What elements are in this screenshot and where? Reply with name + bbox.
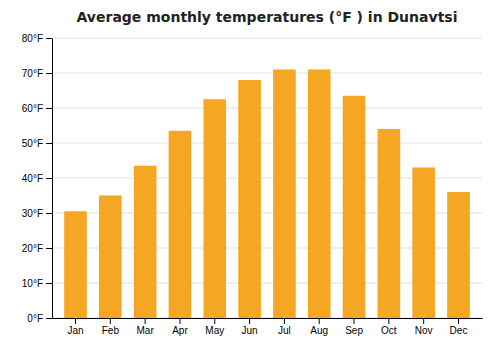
- tick-label: Apr: [172, 325, 188, 336]
- tick-label: Sep: [345, 325, 363, 336]
- bar: [308, 70, 331, 319]
- tick: May: [205, 318, 224, 336]
- tick-mark: [354, 318, 355, 324]
- grid-line: [52, 73, 482, 74]
- tick-label: 50°F: [22, 138, 43, 149]
- tick-mark: [46, 283, 52, 284]
- bar: [134, 166, 157, 318]
- bar: [203, 99, 226, 318]
- tick-label: Jul: [278, 325, 291, 336]
- grid-line: [52, 38, 482, 39]
- tick-label: Feb: [102, 325, 120, 336]
- tick-label: 30°F: [22, 208, 43, 219]
- tick-label: Dec: [450, 325, 468, 336]
- tick-mark: [423, 318, 424, 324]
- tick-mark: [249, 318, 250, 324]
- tick-mark: [458, 318, 459, 324]
- tick: Oct: [381, 318, 397, 336]
- tick-mark: [46, 38, 52, 39]
- tick: 80°F: [22, 33, 52, 44]
- tick: Apr: [172, 318, 188, 336]
- tick-mark: [46, 318, 52, 319]
- bars: [64, 70, 470, 319]
- tick: 60°F: [22, 103, 52, 114]
- tick-label: 70°F: [22, 68, 43, 79]
- tick-label: Jun: [242, 325, 258, 336]
- tick: Jun: [242, 318, 258, 336]
- tick-label: Oct: [381, 325, 397, 336]
- tick: 40°F: [22, 173, 52, 184]
- tick: Dec: [450, 318, 468, 336]
- tick-mark: [46, 213, 52, 214]
- tick-label: Mar: [137, 325, 155, 336]
- tick-mark: [145, 318, 146, 324]
- bar: [447, 192, 470, 318]
- tick-label: May: [205, 325, 224, 336]
- tick-mark: [46, 143, 52, 144]
- tick: 0°F: [27, 313, 52, 324]
- bar: [378, 129, 401, 318]
- tick-label: 20°F: [22, 243, 43, 254]
- tick: Mar: [137, 318, 155, 336]
- tick: Feb: [102, 318, 120, 336]
- tick-mark: [46, 178, 52, 179]
- tick-label: 40°F: [22, 173, 43, 184]
- bar: [99, 196, 122, 319]
- tick-mark: [214, 318, 215, 324]
- x-axis: Jan Feb Mar Apr May Jun Jul Aug Sep Oct Nov Dec: [53, 318, 483, 336]
- tick: 70°F: [22, 68, 52, 79]
- tick: 50°F: [22, 138, 52, 149]
- tick-label: Nov: [415, 325, 433, 336]
- tick: Sep: [345, 318, 363, 336]
- tick: Aug: [310, 318, 328, 336]
- tick: 20°F: [22, 243, 52, 254]
- tick-label: 10°F: [22, 278, 43, 289]
- tick-mark: [75, 318, 76, 324]
- tick: Jul: [278, 318, 291, 336]
- tick: 30°F: [22, 208, 52, 219]
- tick: Nov: [415, 318, 433, 336]
- grid-line: [52, 143, 482, 144]
- bar: [169, 131, 192, 318]
- tick-mark: [46, 73, 52, 74]
- tick: Jan: [67, 318, 83, 336]
- tick-mark: [46, 108, 52, 109]
- grid: [52, 38, 482, 318]
- tick: 10°F: [22, 278, 52, 289]
- tick-label: Jan: [67, 325, 83, 336]
- tick-label: 60°F: [22, 103, 43, 114]
- grid-line: [52, 108, 482, 109]
- axis-line: [53, 318, 483, 319]
- chart-container: Jan Feb Mar Apr May Jun Jul Aug Sep Oct Nov Dec 0°F 1…: [0, 0, 500, 350]
- tick-mark: [284, 318, 285, 324]
- bar: [64, 211, 87, 318]
- tick-mark: [319, 318, 320, 324]
- title: Average monthly temperatures (°F ) in Du…: [77, 9, 458, 25]
- tick-label: Aug: [310, 325, 328, 336]
- tick-mark: [388, 318, 389, 324]
- bar: [238, 80, 261, 318]
- tick-mark: [110, 318, 111, 324]
- tick-label: 0°F: [27, 313, 43, 324]
- bar: [412, 168, 435, 319]
- tick-mark: [179, 318, 180, 324]
- tick-mark: [46, 248, 52, 249]
- y-axis: 0°F 10°F 20°F 30°F 40°F 50°F 60°F 70°F 80°F: [22, 33, 53, 324]
- bar: [343, 96, 366, 318]
- chart: Jan Feb Mar Apr May Jun Jul Aug Sep Oct Nov Dec 0°F 1…: [0, 0, 500, 350]
- bar: [273, 70, 296, 319]
- tick-label: 80°F: [22, 33, 43, 44]
- axis-line: [52, 39, 53, 319]
